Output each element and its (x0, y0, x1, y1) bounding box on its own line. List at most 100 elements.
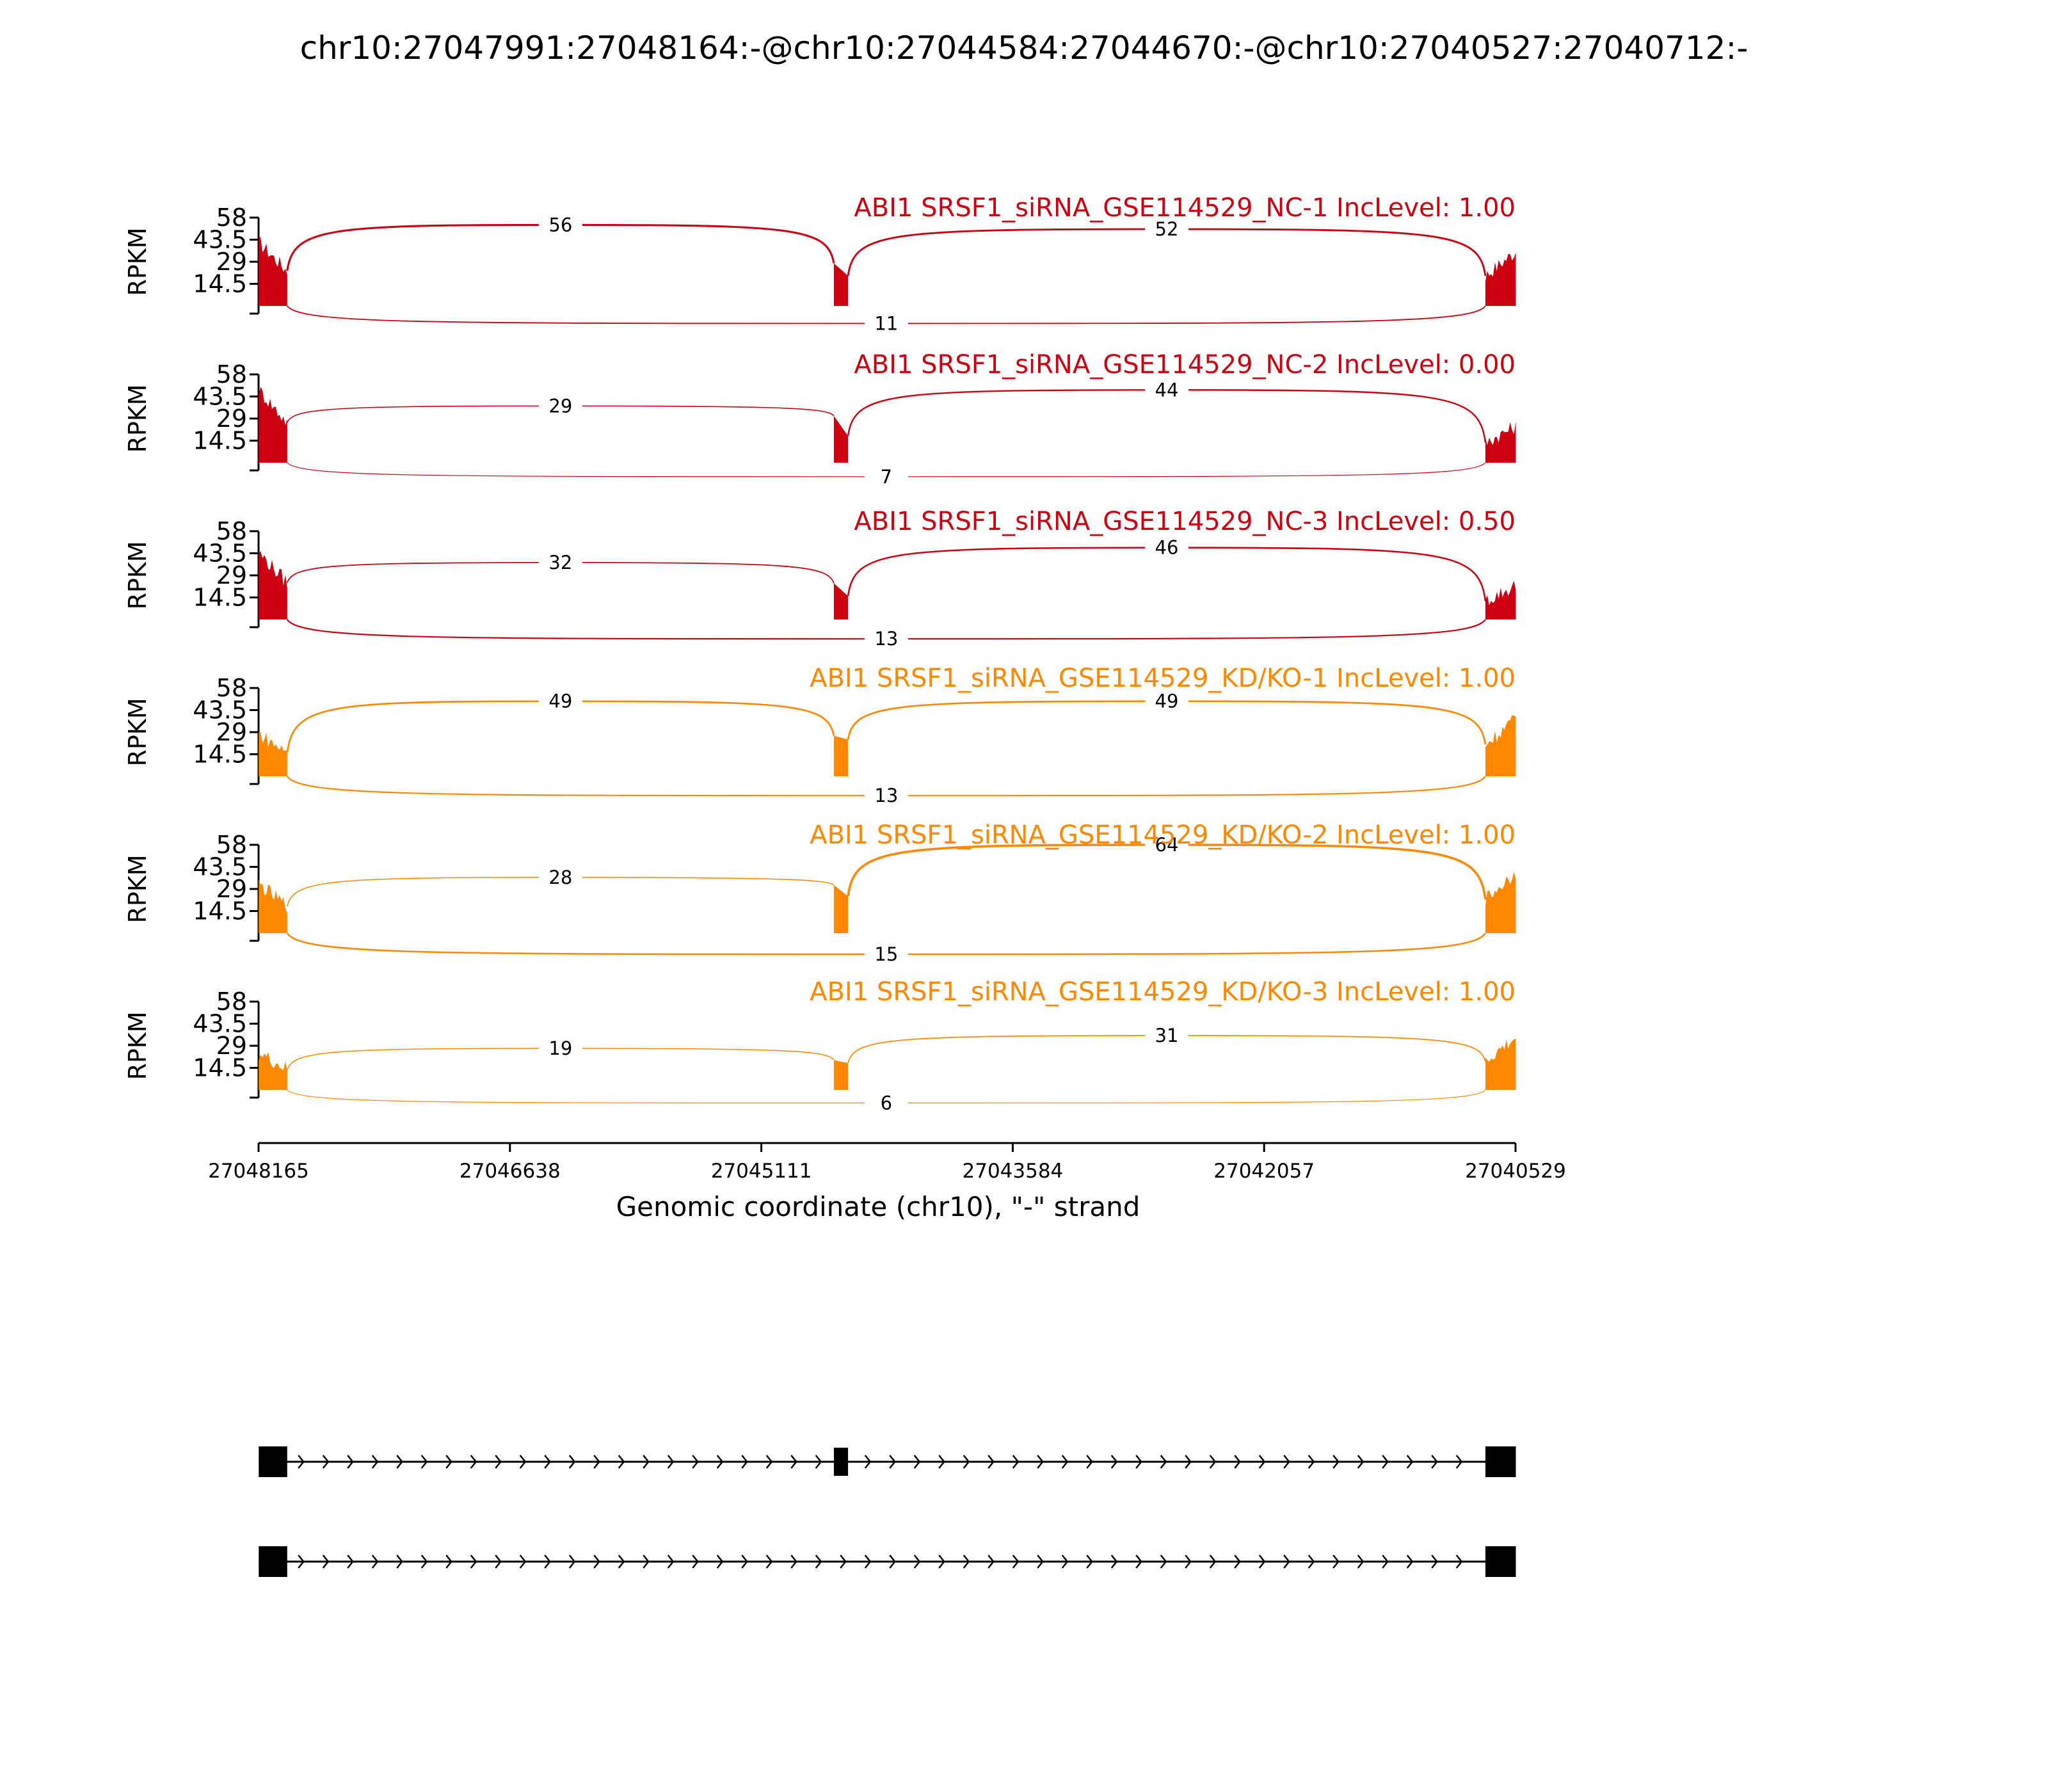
track-label: ABI1 SRSF1_siRNA_GSE114529_NC-2 IncLevel… (854, 350, 1516, 380)
isoform-track (259, 1446, 1516, 1477)
exon-block (259, 1546, 287, 1577)
strand-arrow (864, 1455, 872, 1469)
strand-arrow (988, 1555, 995, 1569)
strand-arrow (643, 1555, 650, 1569)
strand-arrow (519, 1455, 527, 1469)
exon-coverage (1485, 580, 1516, 620)
y-tick-label: 14.5 (193, 270, 247, 298)
junction-label-bg (1144, 534, 1188, 561)
strand-arrow (1012, 1455, 1020, 1469)
exon-coverage (259, 879, 287, 933)
strand-arrow (1382, 1555, 1389, 1569)
y-tick-label: 58 (216, 360, 247, 388)
strand-arrow (322, 1555, 330, 1569)
junction-count-label: 7 (881, 466, 892, 488)
exon-coverage (259, 732, 287, 776)
y-tick-label: 14.5 (193, 740, 247, 769)
exon-coverage (833, 885, 849, 933)
x-tick-label: 27048165 (208, 1160, 309, 1183)
junction-label-bg (1144, 377, 1188, 403)
strand-arrow (889, 1555, 896, 1569)
strand-arrow (568, 1455, 576, 1469)
strand-arrow (396, 1555, 403, 1569)
strand-arrow (1406, 1555, 1414, 1569)
strand-arrow (445, 1455, 452, 1469)
y-tick-label: 43.5 (193, 853, 247, 881)
strand-arrow (988, 1455, 995, 1469)
strand-arrow (1209, 1555, 1217, 1569)
strand-arrow (790, 1555, 797, 1569)
junction-count-label: 19 (548, 1037, 572, 1059)
strand-arrow (420, 1555, 428, 1569)
track-label: ABI1 SRSF1_siRNA_GSE114529_NC-1 IncLevel… (854, 193, 1516, 223)
strand-arrow (741, 1455, 748, 1469)
strand-arrow (1234, 1555, 1241, 1569)
strand-arrow (470, 1455, 477, 1469)
strand-arrow (544, 1455, 551, 1469)
x-tick-label: 27046638 (460, 1160, 561, 1183)
exon-block (1485, 1546, 1516, 1577)
junction-count-label: 46 (1155, 537, 1179, 559)
strand-arrow (840, 1555, 847, 1569)
strand-arrow (495, 1555, 502, 1569)
strand-arrow (593, 1455, 600, 1469)
junction-label-bg (538, 212, 582, 238)
strand-arrow (1431, 1555, 1438, 1569)
exon-coverage (833, 735, 849, 776)
strand-arrow (963, 1555, 970, 1569)
strand-arrow (913, 1555, 921, 1569)
strand-arrow (864, 1555, 872, 1569)
junction-label-bg (864, 1090, 908, 1116)
exon-coverage (259, 387, 287, 463)
strand-arrow (1382, 1455, 1389, 1469)
y-tick-label: 58 (216, 988, 247, 1016)
strand-arrow (593, 1555, 600, 1569)
strand-arrow (1357, 1555, 1364, 1569)
strand-arrow (1332, 1555, 1340, 1569)
y-tick-label: 14.5 (193, 427, 247, 455)
isoform-track (259, 1546, 1516, 1577)
strand-arrow (1283, 1555, 1290, 1569)
exon-coverage (259, 236, 287, 306)
junction-label-bg (1144, 216, 1188, 243)
strand-arrow (1185, 1455, 1192, 1469)
exon-block (1485, 1446, 1516, 1477)
strand-arrow (1431, 1455, 1438, 1469)
strand-arrow (347, 1555, 354, 1569)
strand-arrow (1308, 1455, 1315, 1469)
strand-arrow (1258, 1555, 1266, 1569)
y-tick-label: 58 (216, 674, 247, 702)
junction-count-label: 15 (874, 943, 898, 965)
strand-arrow (445, 1555, 452, 1569)
strand-arrow (618, 1555, 625, 1569)
junction-count-label: 13 (874, 785, 898, 806)
strand-arrow (568, 1555, 576, 1569)
strand-arrow (1160, 1555, 1167, 1569)
strand-arrow (470, 1555, 477, 1569)
track-label: ABI1 SRSF1_siRNA_GSE114529_KD/KO-1 IncLe… (810, 664, 1516, 693)
y-tick-label: 29 (216, 718, 247, 746)
strand-arrow (938, 1555, 945, 1569)
strand-arrow (371, 1455, 379, 1469)
exon-coverage (1485, 1038, 1516, 1090)
strand-arrow (815, 1455, 822, 1469)
junction-label-bg (864, 626, 908, 652)
strand-arrow (544, 1555, 551, 1569)
junction-label-bg (864, 310, 908, 337)
y-tick-label: 58 (216, 831, 247, 859)
junction-count-label: 56 (548, 214, 572, 236)
y-axis-label: RPKM (124, 227, 152, 296)
exon-coverage (833, 263, 849, 306)
strand-arrow (790, 1455, 797, 1469)
exon-coverage (1485, 421, 1516, 463)
x-tick-label: 27043584 (963, 1160, 1064, 1183)
strand-arrow (1406, 1455, 1414, 1469)
junction-label-bg (1144, 688, 1188, 714)
track-label: ABI1 SRSF1_siRNA_GSE114529_KD/KO-3 IncLe… (810, 977, 1516, 1007)
strand-arrow (667, 1455, 675, 1469)
y-tick-label: 43.5 (193, 1010, 247, 1038)
